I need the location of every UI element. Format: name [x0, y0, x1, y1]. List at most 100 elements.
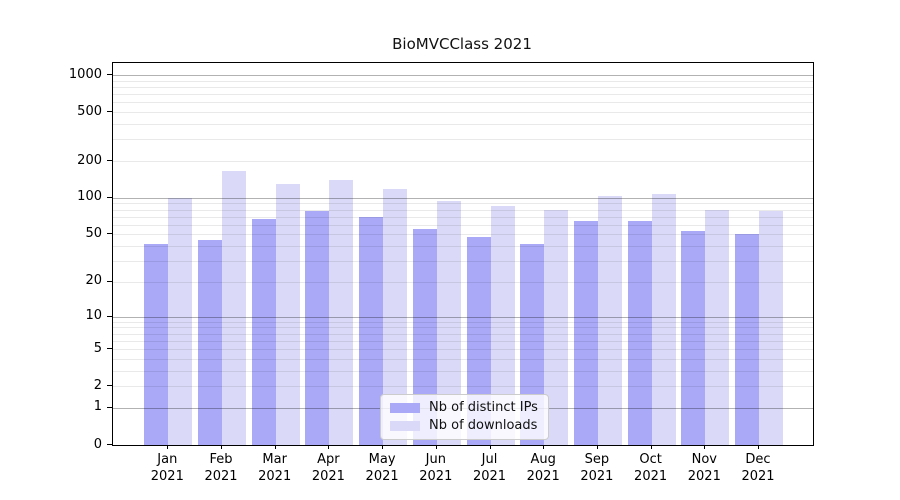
gridline-minor-400 [113, 124, 813, 125]
y-tick-label-100: 100 [77, 189, 102, 205]
bar-downloads-dec [759, 211, 783, 445]
x-tick-label-jul: Jul 2021 [472, 452, 507, 484]
gridline-minor-70 [113, 216, 813, 218]
gridline-minor-40 [113, 246, 813, 248]
gridline-minor-300 [113, 139, 813, 141]
legend-label-distinct-ips: Nb of distinct IPs [429, 400, 538, 415]
gridline-major-100 [113, 197, 813, 199]
y-tick-100 [107, 196, 112, 198]
legend-swatch-downloads-icon [390, 420, 420, 431]
y-tick-label-1: 1 [93, 399, 102, 415]
gridline-minor-9 [113, 321, 813, 323]
x-tick-label-jun: Jun 2021 [419, 452, 453, 484]
y-tick-20 [107, 280, 112, 282]
chart-title: BioMVCClass 2021 [392, 35, 532, 53]
y-tick-200 [107, 160, 112, 161]
x-tick-label-aug: Aug 2021 [526, 452, 560, 484]
y-tick-label-50: 50 [85, 225, 102, 241]
gridline-minor-5 [113, 349, 813, 350]
bar-distinct-ips-oct [627, 221, 652, 445]
bar-distinct-ips-sep [573, 221, 598, 445]
legend-item-distinct-ips: Nb of distinct IPs [390, 400, 538, 415]
bar-distinct-ips-apr [305, 211, 330, 445]
x-tick-sep [596, 445, 598, 449]
y-tick-10 [107, 315, 112, 317]
x-tick-label-jan: Jan 2021 [150, 452, 184, 484]
bar-distinct-ips-mar [251, 219, 276, 445]
gridline-minor-20 [113, 281, 813, 283]
x-tick-may [382, 445, 384, 449]
y-tick-1 [107, 406, 112, 408]
x-tick-jun [435, 445, 437, 449]
y-tick-5 [107, 348, 112, 349]
gridline-minor-6 [113, 340, 813, 342]
bar-downloads-jan [168, 197, 193, 445]
x-tick-mar [274, 445, 276, 449]
x-tick-apr [328, 445, 330, 449]
x-tick-feb [221, 445, 222, 449]
bar-downloads-sep [597, 196, 622, 445]
gridline-minor-90 [113, 203, 813, 205]
y-tick-label-1000: 1000 [68, 66, 102, 82]
gridline-major-1000 [113, 75, 813, 76]
gridline-minor-900 [113, 80, 813, 82]
gridline-minor-800 [113, 86, 813, 88]
x-tick-jul [489, 445, 491, 449]
x-tick-label-mar: Mar 2021 [258, 452, 292, 484]
y-tick-label-5: 5 [93, 340, 102, 356]
y-tick-1000 [107, 74, 112, 75]
legend: Nb of distinct IPs Nb of downloads [380, 394, 549, 440]
gridline-minor-200 [113, 161, 813, 162]
bar-distinct-ips-may [359, 216, 384, 445]
x-tick-label-may: May 2021 [365, 452, 399, 484]
gridline-minor-60 [113, 224, 813, 226]
bar-downloads-oct [651, 193, 676, 445]
bar-distinct-ips-dec [735, 234, 759, 445]
legend-label-downloads: Nb of downloads [429, 418, 538, 433]
x-tick-aug [543, 445, 545, 449]
y-tick-500 [107, 111, 112, 113]
y-tick-label-0: 0 [93, 436, 102, 452]
x-tick-label-dec: Dec 2021 [741, 452, 775, 484]
gridline-minor-50 [113, 234, 813, 236]
gridline-minor-500 [113, 112, 813, 114]
gridline-minor-30 [113, 261, 813, 263]
y-tick-2 [107, 385, 112, 387]
y-tick-label-2: 2 [93, 377, 102, 393]
gridline-major-10 [113, 316, 813, 318]
bar-downloads-feb [222, 171, 246, 445]
gridline-minor-7 [113, 333, 813, 335]
gridline-minor-3 [113, 370, 813, 372]
gridline-minor-600 [113, 102, 813, 104]
bar-distinct-ips-feb [198, 239, 222, 445]
bar-downloads-nov [705, 209, 730, 445]
gridline-minor-4 [113, 358, 813, 360]
plot-area: Nb of distinct IPs Nb of downloads [112, 62, 814, 446]
bar-downloads-apr [329, 180, 354, 445]
y-tick-label-10: 10 [85, 308, 102, 324]
y-tick-label-500: 500 [77, 103, 102, 119]
x-tick-jan [167, 445, 169, 449]
bar-distinct-ips-nov [681, 231, 706, 445]
legend-swatch-distinct-ips-icon [390, 402, 420, 413]
legend-item-downloads: Nb of downloads [390, 418, 538, 433]
bar-downloads-mar [275, 183, 300, 445]
x-tick-label-feb: Feb 2021 [204, 452, 238, 484]
x-tick-nov [704, 445, 706, 449]
y-tick-50 [107, 233, 112, 235]
x-tick-label-oct: Oct 2021 [634, 452, 668, 484]
x-tick-label-apr: Apr 2021 [311, 452, 345, 484]
bar-distinct-ips-jan [144, 243, 169, 445]
gridline-minor-8 [113, 327, 813, 329]
gridline-minor-80 [113, 209, 813, 211]
gridline-minor-2 [113, 386, 813, 388]
x-tick-label-sep: Sep 2021 [580, 452, 614, 484]
x-tick-oct [650, 445, 652, 449]
x-tick-dec [758, 445, 759, 449]
gridline-minor-700 [113, 94, 813, 96]
x-tick-label-nov: Nov 2021 [687, 452, 721, 484]
y-tick-label-200: 200 [77, 152, 102, 168]
y-tick-label-20: 20 [85, 273, 102, 289]
y-tick-0 [107, 444, 112, 445]
